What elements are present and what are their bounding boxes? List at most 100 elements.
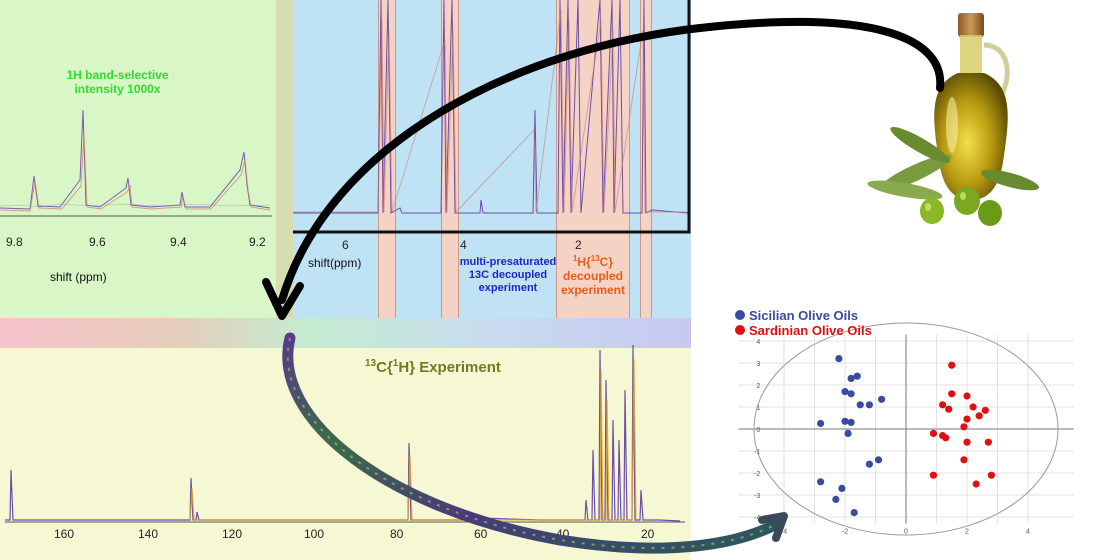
sardinian-point — [948, 390, 956, 398]
13c-tick: 100 — [304, 527, 325, 541]
y-tick-label: 1 — [756, 405, 760, 412]
1h-selective-tick: 9.8 — [6, 235, 23, 249]
1h-main-tick: 6 — [342, 238, 349, 252]
sicilian-point — [817, 419, 825, 428]
highlight-band — [556, 0, 630, 318]
olive-leaves — [867, 126, 1040, 200]
decoupled-label-line3: experiment — [560, 283, 626, 297]
gradient-band — [0, 318, 691, 348]
1h-selective-axis-label: shift (ppm) — [50, 270, 107, 284]
arrow-spectrum-to-scatter — [282, 332, 781, 554]
y-tick-label: -3 — [754, 493, 760, 500]
y-tick-label: 2 — [756, 383, 760, 390]
sardinian-point — [975, 412, 983, 420]
y-tick-label: 4 — [756, 339, 760, 346]
sicilian-point — [878, 395, 886, 403]
scatter-plot: -4 -2 0 2 4 4 3 2 1 0 -1 -2 -3 -4 Sicilian Olive Oils… — [735, 308, 1074, 536]
1h-selective-spectrum — [0, 109, 271, 212]
legend-marker-sicilian — [735, 310, 745, 320]
arrow-bottle-to-spectrum — [278, 17, 945, 304]
13c-tick: 20 — [641, 527, 655, 541]
sardinian-point — [960, 423, 968, 431]
1h-main-axis-label: shift(ppm) — [308, 256, 362, 270]
sardinian-point — [963, 392, 971, 400]
sardinian-point — [981, 406, 989, 414]
arrow-spectrum-to-scatter-texture — [287, 337, 776, 550]
arrowhead-bottle-to-spectrum — [262, 278, 304, 320]
1h-main-tick: 2 — [575, 238, 582, 252]
sicilian-point — [817, 478, 825, 486]
y-tick-label: -2 — [754, 471, 760, 478]
13c-tick: 120 — [222, 527, 243, 541]
sicilian-point — [853, 372, 861, 380]
olive-oil-bottle-illustration — [867, 13, 1040, 226]
spectra-canvas — [0, 0, 691, 523]
1h-selective-label-line1: 1H band-selective — [66, 68, 169, 82]
decoupled-label-line2: decoupled — [562, 269, 623, 283]
sicilian-point — [838, 484, 846, 492]
sicilian-point — [850, 509, 858, 517]
sicilian-point — [841, 388, 849, 396]
sardinian-point — [984, 438, 992, 446]
panel-divider-strip — [276, 0, 293, 318]
y-tick-label: 0 — [756, 427, 760, 434]
y-tick-label: -4 — [754, 515, 760, 522]
1h-selective-tick: 9.6 — [89, 235, 106, 249]
legend-label-sardinian: Sardinian Olive Oils — [749, 323, 872, 338]
1h-selective-tick: 9.2 — [249, 235, 266, 249]
y-tick-label: 3 — [756, 361, 760, 368]
sicilian-point — [847, 390, 855, 398]
sicilian-point — [856, 401, 864, 409]
presat-label-line3: experiment — [478, 282, 538, 294]
13c-tick: 80 — [390, 527, 404, 541]
sardinian-point — [929, 429, 938, 437]
x-tick-label: -2 — [842, 529, 848, 536]
scatter-grid: -4 -2 0 2 4 4 3 2 1 0 -1 -2 -3 -4 — [738, 334, 1074, 536]
sicilian-point — [847, 374, 855, 382]
scatter-points — [817, 355, 995, 517]
bottle-highlight — [946, 97, 958, 153]
sardinian-point — [972, 480, 980, 488]
sicilian-point — [865, 460, 873, 468]
13c-tick: 140 — [138, 527, 159, 541]
sardinian-point — [939, 401, 947, 409]
sicilian-point — [865, 401, 873, 409]
sardinian-point — [960, 456, 968, 464]
sardinian-point — [942, 434, 950, 442]
sicilian-point — [832, 495, 840, 503]
x-tick-label: -4 — [781, 529, 787, 536]
decoupled-label-line1: 1H{13C} — [572, 254, 614, 269]
legend-marker-sardinian — [735, 325, 745, 335]
presat-label: multi-presaturated 13C decoupled experim… — [452, 256, 564, 295]
sardinian-point — [969, 403, 977, 411]
13c-spectrum — [5, 344, 681, 522]
sicilian-point — [844, 429, 852, 437]
x-tick-label: 4 — [1026, 529, 1030, 536]
sardinian-point — [929, 471, 938, 479]
sardinian-point — [948, 361, 956, 369]
1h-selective-label-line2: intensity 1000x — [74, 82, 161, 96]
arrowhead-spectrum-to-scatter — [758, 512, 788, 542]
1h-main-spectrum — [293, 0, 689, 214]
1h-selective-label: 1H band-selective intensity 1000x — [60, 68, 175, 96]
1h-main-tick: 4 — [460, 238, 467, 252]
sardinian-point — [987, 471, 995, 479]
sardinian-point — [945, 405, 953, 413]
sicilian-point — [874, 456, 883, 464]
confidence-ellipse — [753, 322, 1059, 536]
sardinian-point — [963, 415, 971, 423]
olives — [920, 187, 1002, 226]
1h-selective-tick: 9.4 — [170, 235, 187, 249]
sardinian-point — [963, 438, 971, 446]
1h-main-frame — [293, 0, 691, 234]
sicilian-point — [835, 355, 843, 363]
sicilian-point — [847, 418, 855, 426]
panel-1h-selective-bg — [0, 0, 276, 318]
sicilian-point — [841, 417, 849, 425]
bottle-neck — [960, 35, 982, 75]
13c-title: 13C{1H} Experiment — [365, 358, 501, 376]
legend-label-sicilian: Sicilian Olive Oils — [749, 308, 858, 323]
presat-label-line2: 13C decoupled — [468, 269, 548, 281]
presat-label-line1: multi-presaturated — [459, 256, 557, 268]
